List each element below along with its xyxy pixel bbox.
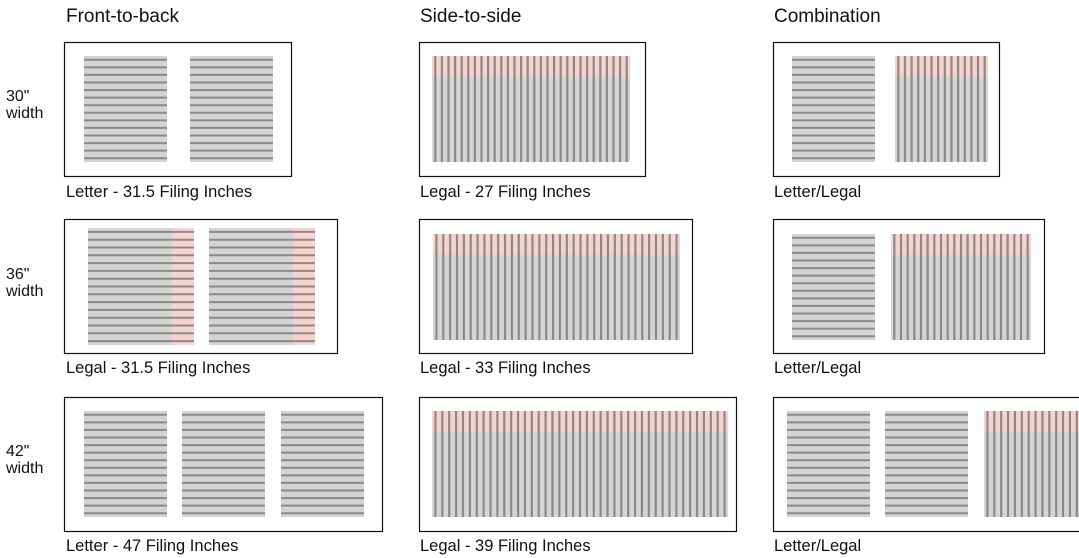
caption-36-front-to-back: Legal - 31.5 Filing Inches [66, 359, 251, 377]
file-block-letter [84, 56, 167, 162]
file-block-letter [190, 56, 273, 162]
column-header-front-to-back: Front-to-back [66, 6, 179, 27]
file-block-legal [432, 56, 630, 162]
column-header-combination: Combination [774, 6, 881, 27]
frame-30-side-to-side [418, 41, 647, 178]
caption-30-side-to-side: Legal - 27 Filing Inches [420, 183, 591, 201]
caption-42-side-to-side: Legal - 39 Filing Inches [420, 537, 591, 555]
frame-36-side-to-side [418, 218, 694, 355]
caption-36-combination: Letter/Legal [774, 359, 862, 377]
frame-42-combination [772, 396, 1079, 533]
frame-42-side-to-side [418, 396, 738, 533]
file-block-legal [891, 234, 1031, 340]
file-block-letter [787, 411, 870, 517]
file-block-legal [433, 234, 680, 340]
frame-36-combination [772, 218, 1046, 355]
row-label-42-width: 42" width [6, 443, 44, 477]
caption-30-combination: Letter/Legal [774, 183, 862, 201]
file-block-legal-front-to-back [209, 228, 315, 345]
file-block-legal [432, 411, 728, 517]
frame-30-front-to-back [63, 41, 293, 178]
file-block-legal [984, 411, 1079, 517]
caption-36-side-to-side: Legal - 33 Filing Inches [420, 359, 591, 377]
file-block-legal-front-to-back [88, 228, 194, 345]
file-block-letter [281, 411, 364, 517]
file-block-letter [182, 411, 265, 517]
row-label-30-width: 30" width [6, 88, 44, 122]
frame-36-front-to-back [63, 218, 339, 355]
caption-42-combination: Letter/Legal [774, 537, 862, 555]
file-block-letter [885, 411, 968, 517]
file-block-letter [84, 411, 167, 517]
caption-30-front-to-back: Letter - 31.5 Filing Inches [66, 183, 253, 201]
file-block-legal [895, 56, 988, 162]
frame-42-front-to-back [63, 396, 384, 533]
row-label-36-width: 36" width [6, 266, 44, 300]
column-header-side-to-side: Side-to-side [420, 6, 522, 27]
frame-30-combination [772, 41, 1001, 178]
file-block-letter [792, 56, 875, 162]
file-block-letter [792, 234, 875, 340]
caption-42-front-to-back: Letter - 47 Filing Inches [66, 537, 239, 555]
